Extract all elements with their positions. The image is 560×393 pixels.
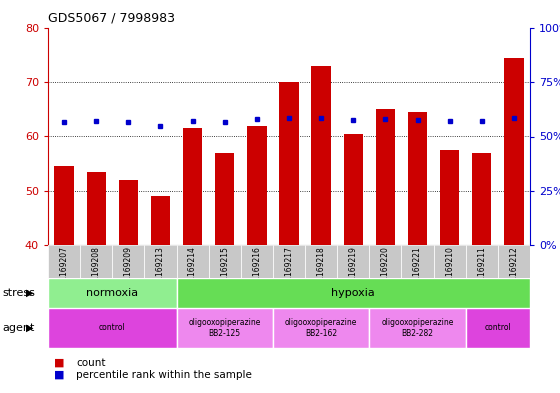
Text: GSM1169218: GSM1169218 [316, 246, 325, 297]
Text: GSM1169219: GSM1169219 [349, 246, 358, 297]
Bar [370, 245, 402, 278]
Bar [466, 308, 530, 348]
Bar [472, 153, 492, 245]
Text: oligooxopiperazine
BB2-282: oligooxopiperazine BB2-282 [381, 318, 454, 338]
Text: GSM1169214: GSM1169214 [188, 246, 197, 297]
Bar [305, 245, 337, 278]
Bar [408, 112, 427, 245]
Bar [183, 129, 202, 245]
Text: GSM1169220: GSM1169220 [381, 246, 390, 297]
Text: hypoxia: hypoxia [332, 288, 375, 298]
Bar [209, 245, 241, 278]
Text: control: control [99, 323, 125, 332]
Bar [433, 245, 466, 278]
Bar [176, 245, 209, 278]
Bar [119, 180, 138, 245]
Bar [151, 196, 170, 245]
Bar [279, 82, 298, 245]
Text: GSM1169215: GSM1169215 [220, 246, 229, 297]
Text: count: count [76, 358, 105, 368]
Text: control: control [484, 323, 511, 332]
Text: GSM1169216: GSM1169216 [253, 246, 262, 297]
Text: GDS5067 / 7998983: GDS5067 / 7998983 [48, 11, 175, 24]
Text: stress: stress [3, 288, 36, 298]
Bar [112, 245, 144, 278]
Bar [376, 109, 395, 245]
Bar [273, 308, 370, 348]
Text: normoxia: normoxia [86, 288, 138, 298]
Text: percentile rank within the sample: percentile rank within the sample [76, 370, 252, 380]
Text: oligooxopiperazine
BB2-125: oligooxopiperazine BB2-125 [189, 318, 261, 338]
Bar [337, 245, 370, 278]
Bar [466, 245, 498, 278]
Text: GSM1169209: GSM1169209 [124, 246, 133, 297]
Bar [215, 153, 235, 245]
Text: oligooxopiperazine
BB2-162: oligooxopiperazine BB2-162 [285, 318, 357, 338]
Text: GSM1169207: GSM1169207 [59, 246, 68, 297]
Text: GSM1169210: GSM1169210 [445, 246, 454, 297]
Text: GSM1169212: GSM1169212 [510, 246, 519, 297]
Bar [273, 245, 305, 278]
Text: ▶: ▶ [26, 288, 33, 298]
Text: agent: agent [3, 323, 35, 333]
Bar [48, 308, 176, 348]
Bar [80, 245, 112, 278]
Bar [311, 66, 331, 245]
Text: ▶: ▶ [26, 323, 33, 333]
Bar [344, 134, 363, 245]
Bar [440, 150, 459, 245]
Bar [87, 172, 106, 245]
Bar [48, 278, 176, 308]
Text: GSM1169211: GSM1169211 [477, 246, 486, 297]
Bar [176, 308, 273, 348]
Bar [402, 245, 433, 278]
Bar [48, 245, 80, 278]
Text: GSM1169221: GSM1169221 [413, 246, 422, 297]
Text: GSM1169208: GSM1169208 [92, 246, 101, 297]
Bar [241, 245, 273, 278]
Text: ■: ■ [54, 370, 64, 380]
Bar [54, 166, 74, 245]
Text: GSM1169213: GSM1169213 [156, 246, 165, 297]
Bar [176, 278, 530, 308]
Bar [247, 126, 267, 245]
Bar [505, 58, 524, 245]
Text: ■: ■ [54, 358, 64, 368]
Bar [498, 245, 530, 278]
Bar [370, 308, 466, 348]
Text: GSM1169217: GSM1169217 [284, 246, 293, 297]
Bar [144, 245, 176, 278]
